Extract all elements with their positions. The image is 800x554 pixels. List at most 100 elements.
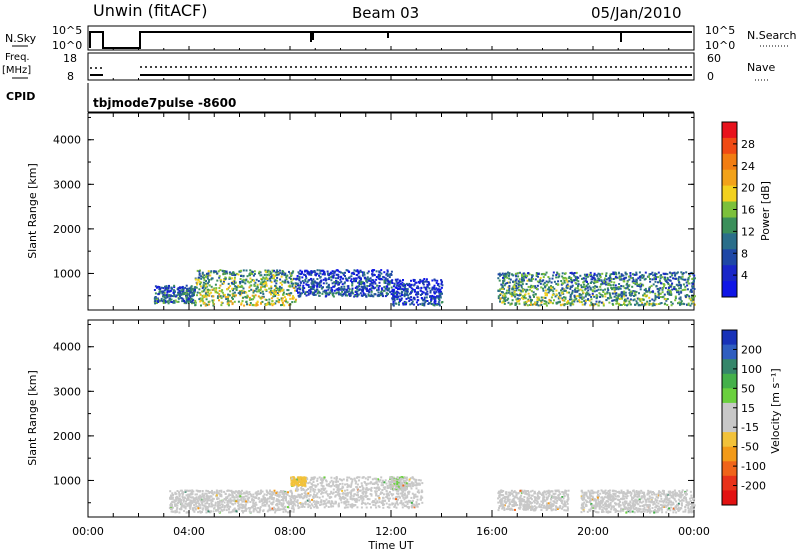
velocity-cell [394,487,397,490]
power-cell [354,291,357,293]
velocity-cell [355,480,358,483]
power-cell [328,273,331,275]
power-cell [518,281,521,284]
velocity-cell [182,498,185,501]
velocity-cell [408,479,411,482]
power-cell [655,273,658,275]
power-cell [234,287,237,290]
power-cell [247,280,249,283]
power-cell [229,285,232,288]
power-cell [325,292,328,295]
power-cell [508,273,511,276]
power-cell [424,301,427,304]
power-cell [164,295,167,298]
velocity-cell [281,492,284,495]
power-cell [507,291,510,294]
velocity-cell [203,504,206,507]
power-cell [641,276,644,279]
velocity-cell [175,496,178,499]
power-cell [677,279,680,282]
power-cell [173,295,176,298]
power-cell [318,283,321,286]
power-cell [497,295,500,298]
velocity-cell [413,478,416,481]
power-cell [194,278,197,281]
velocity-cell [302,482,305,484]
power-cell [638,297,641,300]
velocity-cell [292,484,295,487]
velocity-cell [378,501,381,504]
velocity-cell [300,478,303,481]
velocity-cell [223,501,226,504]
power-cell [664,287,667,290]
power-cell [512,294,515,297]
y-tick-label: 2000 [53,223,81,236]
velocity-cell [414,478,417,481]
power-cell [351,282,354,285]
velocity-cell [182,492,185,495]
power-cell [253,296,256,299]
power-cell [156,286,158,289]
velocity-cell [349,503,352,506]
power-cell [163,292,166,294]
power-cell [228,294,231,297]
power-cell [502,294,505,297]
velocity-cell [373,482,375,485]
power-cell [678,281,681,284]
power-cell [423,304,426,307]
power-cell [311,286,314,289]
velocity-cell [360,497,363,500]
power-cell [346,291,349,294]
power-cell [678,287,681,290]
power-cell [351,281,353,283]
power-cell [536,280,539,283]
velocity-cell [242,495,245,498]
velocity-cell [336,493,339,496]
velocity-cell [174,491,177,494]
power-cell [689,290,692,293]
power-cell [183,301,186,304]
velocity-cell [330,491,333,494]
power-cell [338,270,341,273]
velocity-cell [316,492,319,495]
velocity-cell [320,499,323,502]
velocity-cell [239,490,242,493]
velocity-cell [345,492,348,495]
velocity-cell [299,502,302,505]
velocity-cell [283,493,286,496]
power-cell [415,281,418,284]
power-cell [504,300,507,302]
velocity-cell [275,492,278,495]
power-cell [520,284,523,287]
velocity-cell [178,491,180,494]
power-cell [609,273,612,276]
power-cell [549,299,552,302]
velocity-cell [364,488,367,491]
velocity-cell [180,499,183,501]
power-cell [611,299,614,302]
velocity-cell [350,491,353,494]
power-cell [405,301,408,304]
power-cell [624,298,627,301]
power-cell [584,300,587,302]
power-cell [639,300,642,303]
power-cell [619,275,622,278]
power-cell [266,279,269,282]
velocity-cell [275,499,278,502]
velocity-cell [403,492,406,495]
velocity-cell [176,490,179,492]
velocity-cell [205,494,208,497]
power-cell [590,301,593,304]
velocity-cell [542,500,545,503]
power-cell [616,276,619,279]
velocity-cell [244,506,247,509]
velocity-cell [370,506,372,509]
power-cell [639,288,642,291]
power-cell [253,273,256,275]
velocity-cell [350,484,353,487]
power-cell [327,278,330,281]
velocity-cell [405,482,408,485]
velocity-cell [226,501,229,504]
power-cell [597,288,600,291]
velocity-cell [387,480,390,483]
